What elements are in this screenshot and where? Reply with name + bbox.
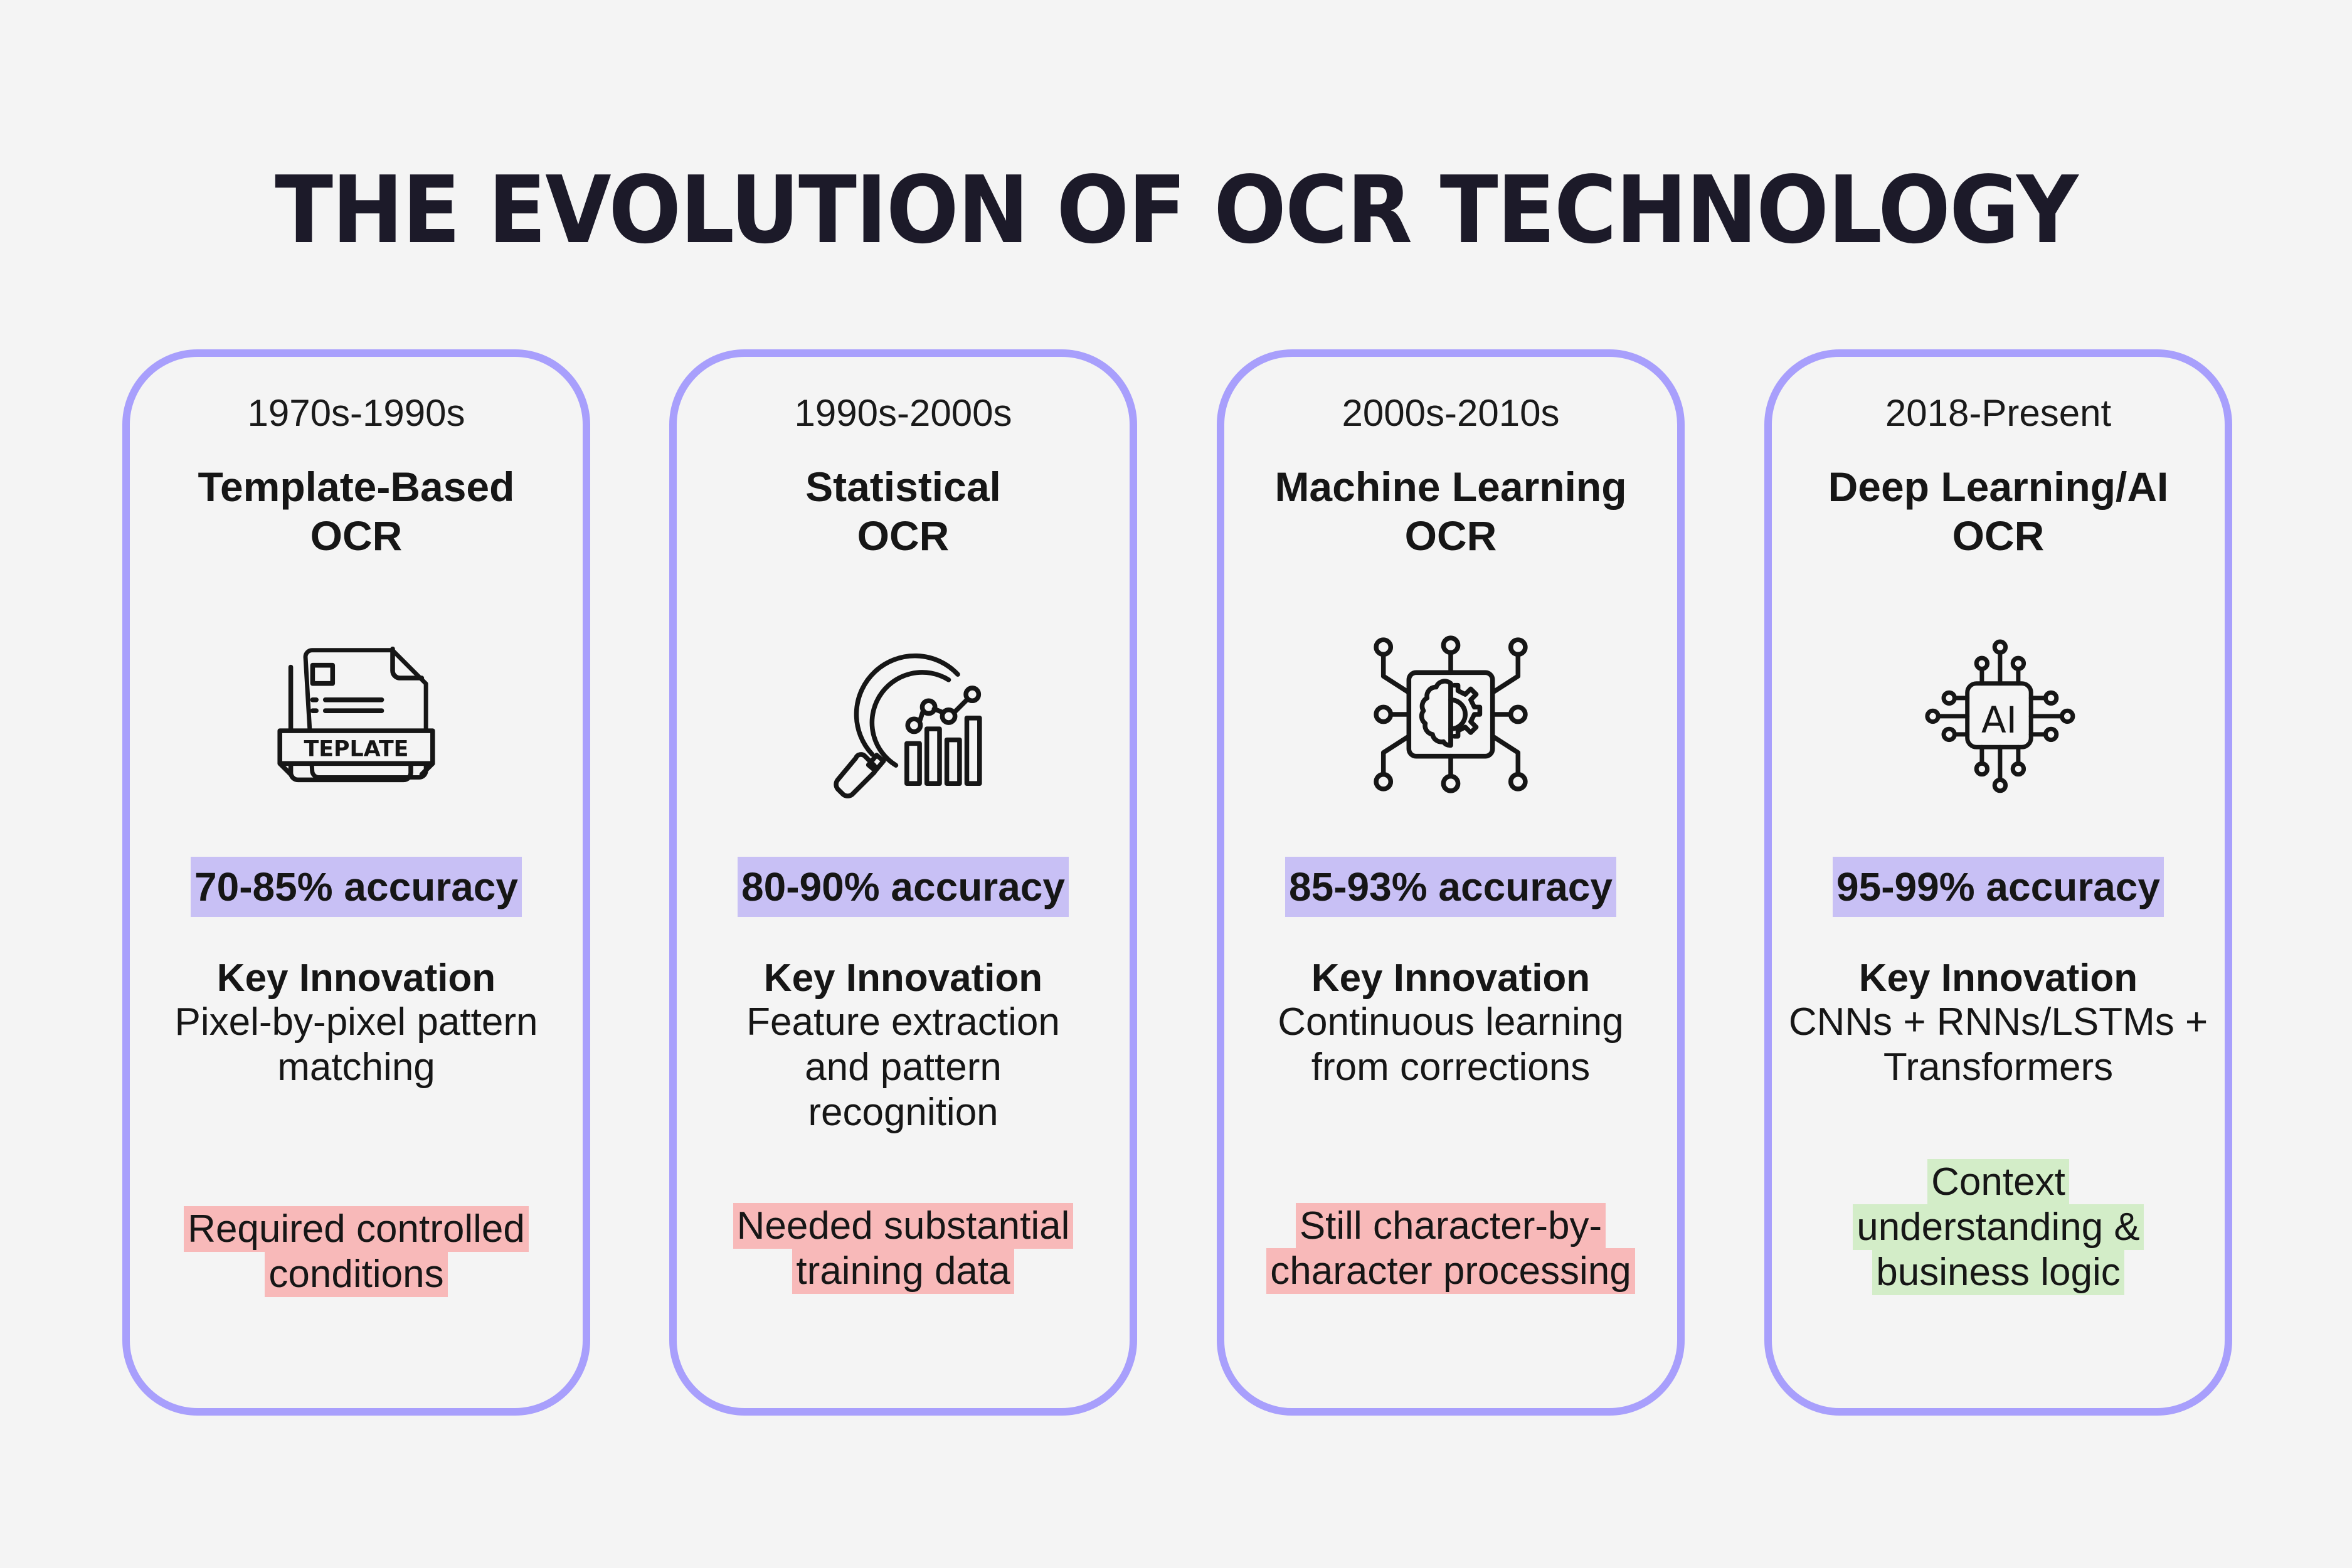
key-innovation-text: Pixel-by-pixel pattern matching <box>174 1000 538 1089</box>
era-period: 2000s-2010s <box>1342 392 1560 434</box>
era-name-line2: OCR <box>1952 512 2045 559</box>
era-card-template-based: 1970s-1990s Template-Based OCR TEPLATE 7… <box>122 349 590 1416</box>
era-name-line1: Deep Learning/AI <box>1828 464 2169 510</box>
accuracy-badge: 85-93% accuracy <box>1285 857 1616 917</box>
era-name: Template-Based OCR <box>130 462 583 560</box>
era-name-line2: OCR <box>1404 512 1497 559</box>
ai-chip-icon: AI <box>1772 620 2225 808</box>
limitation-note: Needed substantial training data <box>733 1203 1074 1294</box>
era-name: Machine Learning OCR <box>1224 462 1677 560</box>
era-period: 1970s-1990s <box>247 392 465 434</box>
era-name-line1: Template-Based <box>198 464 515 510</box>
accuracy-badge: 80-90% accuracy <box>738 857 1069 917</box>
era-period: 2018-Present <box>1885 392 2112 434</box>
key-innovation-label: Key Innovation <box>1858 956 2138 1000</box>
accuracy-badge: 95-99% accuracy <box>1833 857 2164 917</box>
era-name-line2: OCR <box>310 512 403 559</box>
key-innovation-label: Key Innovation <box>216 956 496 1000</box>
era-name-line2: OCR <box>857 512 950 559</box>
magnifier-chart-icon <box>677 620 1130 808</box>
era-card-machine-learning: 2000s-2010s Machine Learning OCR 85-93% … <box>1217 349 1685 1416</box>
limitation-note: Still character-by-character processing <box>1266 1203 1635 1294</box>
template-document-icon: TEPLATE <box>130 620 583 808</box>
key-innovation-text: Continuous learning from corrections <box>1278 1000 1624 1089</box>
era-name-line1: Statistical <box>805 464 1001 510</box>
strength-note: Context understanding & business logic <box>1853 1159 2144 1295</box>
era-name-line1: Machine Learning <box>1274 464 1627 510</box>
era-name: Deep Learning/AI OCR <box>1772 462 2225 560</box>
key-innovation-text: Feature extraction and pattern recogniti… <box>746 1000 1060 1134</box>
era-period: 1990s-2000s <box>794 392 1012 434</box>
key-innovation-label: Key Innovation <box>763 956 1043 1000</box>
limitation-note: Required controlled conditions <box>184 1206 529 1297</box>
svg-text:TEPLATE: TEPLATE <box>304 737 409 762</box>
page-title: THE EVOLUTION OF OCR TECHNOLOGY <box>275 156 2079 264</box>
key-innovation-label: Key Innovation <box>1311 956 1591 1000</box>
accuracy-badge: 70-85% accuracy <box>191 857 522 917</box>
key-innovation-text: CNNs + RNNs/LSTMs + Transformers <box>1788 1000 2208 1089</box>
era-card-deep-learning-ai: 2018-Present Deep Learning/AI OCR AI 95-… <box>1764 349 2232 1416</box>
era-card-statistical: 1990s-2000s Statistical OCR 80-90% accur… <box>669 349 1137 1416</box>
svg-text:AI: AI <box>1981 699 2017 741</box>
brain-gear-chip-icon <box>1224 620 1677 808</box>
era-name: Statistical OCR <box>677 462 1130 560</box>
